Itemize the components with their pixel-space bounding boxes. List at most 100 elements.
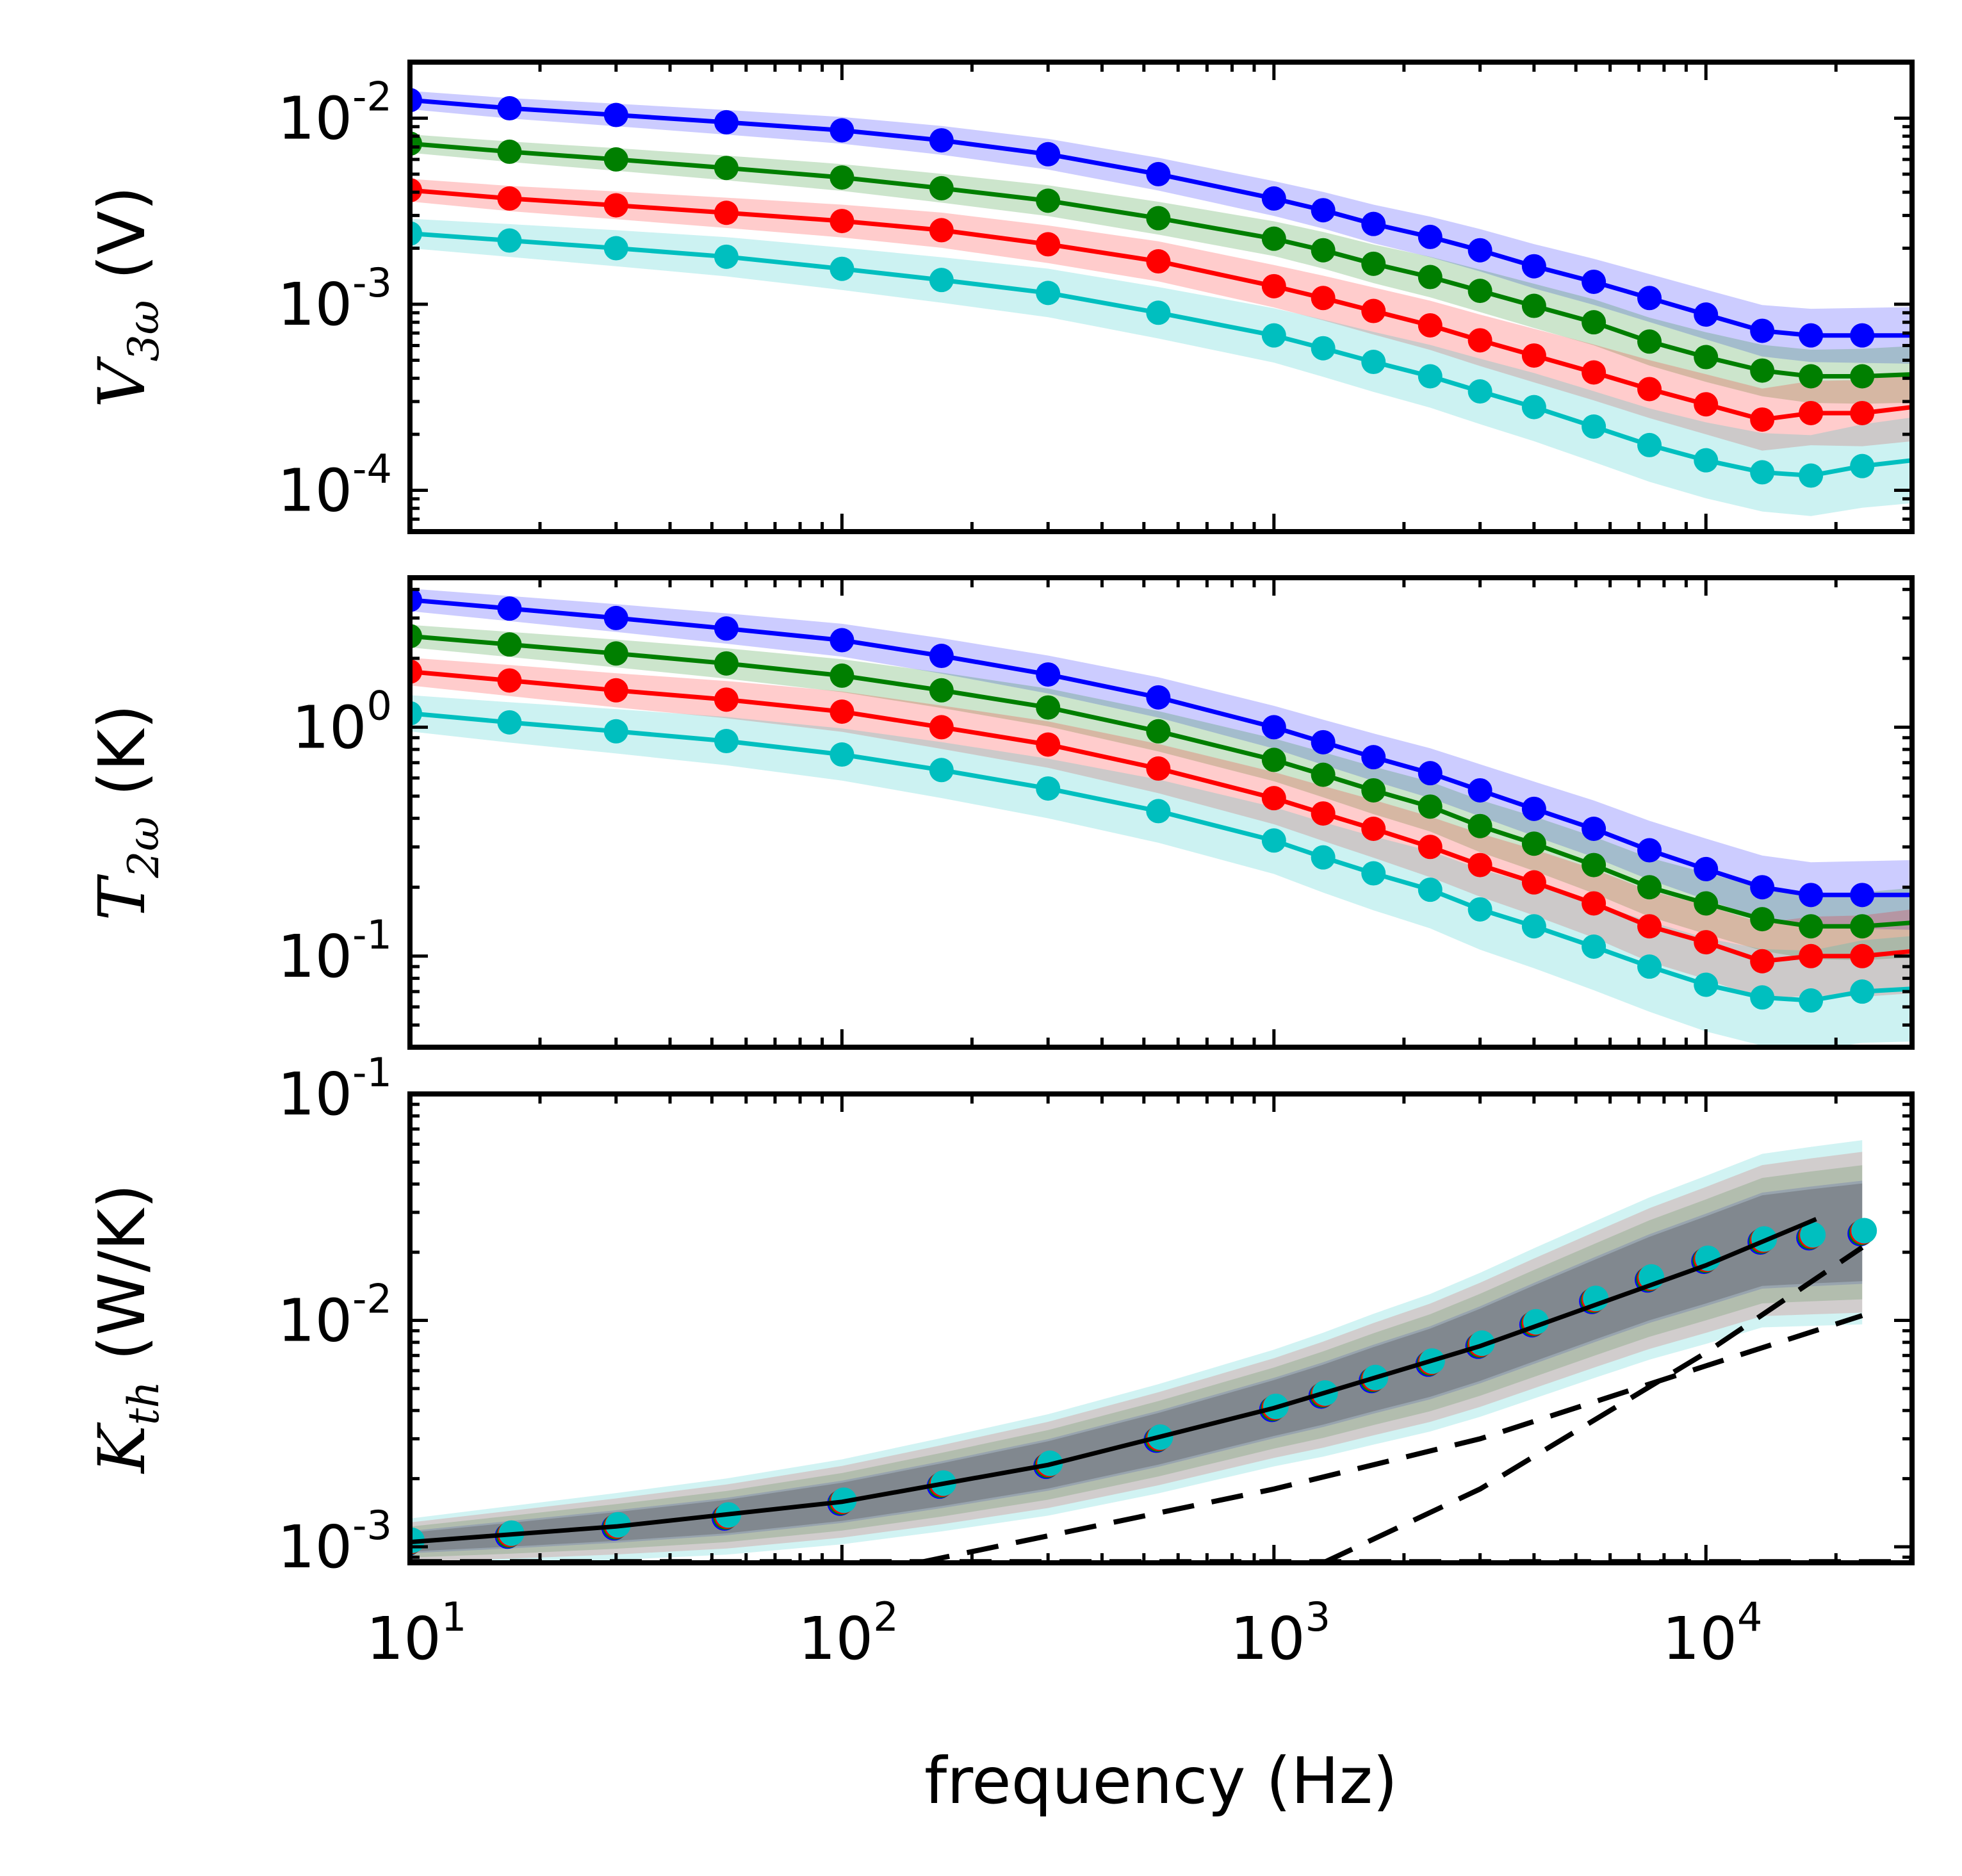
point-green xyxy=(1521,831,1546,856)
point-green xyxy=(1637,329,1662,354)
point-green xyxy=(830,663,854,688)
point-blue xyxy=(1694,856,1719,881)
point-green xyxy=(1521,293,1546,318)
point-green xyxy=(410,624,422,649)
point-green xyxy=(1799,364,1824,389)
point-green xyxy=(1799,914,1824,939)
point-green xyxy=(1850,914,1875,939)
point-blue xyxy=(1637,838,1662,863)
y-tick-label: 10-1 xyxy=(277,1049,392,1129)
point-red xyxy=(410,177,422,202)
point-blue xyxy=(1261,715,1286,740)
band-1 xyxy=(410,1165,1863,1558)
point-green xyxy=(1694,891,1719,916)
point-blue xyxy=(1361,211,1386,236)
plot-area xyxy=(410,1140,1912,1563)
point-red xyxy=(603,678,628,703)
y-tick-label: 10-4 xyxy=(277,446,392,525)
point-blue xyxy=(1521,796,1546,821)
point-cyan xyxy=(1467,897,1492,922)
plot-area xyxy=(410,587,1912,1047)
point-blue xyxy=(1261,186,1286,211)
point-cyan xyxy=(1850,979,1875,1004)
point-cyan xyxy=(830,256,854,281)
point-green xyxy=(1146,719,1171,744)
point-red xyxy=(497,668,522,693)
point-red xyxy=(1261,786,1286,811)
point-cyan xyxy=(410,701,422,726)
point-cyan xyxy=(714,244,739,269)
point-cyan xyxy=(1582,934,1606,959)
point-cyan xyxy=(1146,799,1171,824)
point-green xyxy=(603,147,628,172)
point-red xyxy=(1582,891,1606,916)
point-cyan xyxy=(830,742,854,767)
point-blue xyxy=(1799,323,1824,348)
point-cyan xyxy=(1311,336,1336,361)
point-cyan xyxy=(1799,463,1824,488)
point-green xyxy=(1311,762,1336,787)
dashed-line-1 xyxy=(1321,1245,1864,1563)
point-green xyxy=(1036,695,1061,720)
point-red xyxy=(1637,377,1662,402)
point-cyan xyxy=(1750,460,1775,485)
point-green xyxy=(1418,265,1443,290)
point-green xyxy=(1750,907,1775,932)
point-red xyxy=(1521,870,1546,895)
ticks xyxy=(408,60,1914,534)
point-red xyxy=(714,687,739,712)
ticks xyxy=(408,578,1914,1049)
point-red xyxy=(929,218,954,243)
point-red xyxy=(1850,943,1875,968)
point-cyan xyxy=(714,729,739,754)
point-blue xyxy=(1850,323,1875,348)
point-blue xyxy=(1146,685,1171,710)
point-green xyxy=(929,175,954,200)
point-blue xyxy=(1418,224,1443,249)
point-red xyxy=(830,209,854,234)
point-green xyxy=(714,651,739,676)
point-blue xyxy=(410,88,422,113)
point-green xyxy=(603,641,628,666)
point-cyan xyxy=(1799,988,1824,1013)
point-cyan xyxy=(1261,828,1286,853)
point-green xyxy=(1467,813,1492,838)
conductance-panel: 10-1 10-2 10-3 101 102 103 104 Kth (W/K) frequen… xyxy=(85,1049,1915,1818)
point-blue xyxy=(1582,816,1606,841)
point-blue xyxy=(1694,302,1719,327)
axes-frame xyxy=(407,60,1915,534)
point-blue xyxy=(1750,318,1775,343)
x-tick-label: 104 xyxy=(1662,1594,1763,1673)
point-red xyxy=(830,699,854,724)
point-cyan xyxy=(1361,861,1386,886)
point-green xyxy=(1036,188,1061,213)
point-red xyxy=(1694,930,1719,955)
point-red xyxy=(929,715,954,740)
point-cyan xyxy=(603,719,628,744)
band-cyan xyxy=(410,695,1912,1047)
point-blue xyxy=(1418,761,1443,786)
axes-frame xyxy=(407,1091,1915,1565)
point-cyan xyxy=(497,228,522,253)
point-blue xyxy=(1582,269,1606,294)
point-blue xyxy=(1361,745,1386,770)
point-red xyxy=(1467,852,1492,877)
y-axis-label: V3ω (V) xyxy=(85,186,168,407)
point-blue xyxy=(1036,662,1061,687)
point-red xyxy=(1146,249,1171,274)
point-blue xyxy=(830,628,854,653)
point-red xyxy=(1311,801,1336,826)
point-green xyxy=(830,165,854,190)
point-green xyxy=(1467,279,1492,304)
point-blue xyxy=(830,118,854,143)
y-tick-label: 10-3 xyxy=(277,259,392,339)
y-tick-label: 10-2 xyxy=(277,1276,392,1355)
point-red xyxy=(1750,407,1775,432)
x-tick-label: 101 xyxy=(366,1594,467,1673)
temperature-panel: 100 10-1 T2ω (K) xyxy=(85,575,1915,1050)
point-red xyxy=(1036,732,1061,757)
point-cyan xyxy=(1637,954,1662,979)
point-blue xyxy=(1467,238,1492,263)
point-cyan xyxy=(1521,914,1546,939)
point-cyan xyxy=(1361,350,1386,375)
